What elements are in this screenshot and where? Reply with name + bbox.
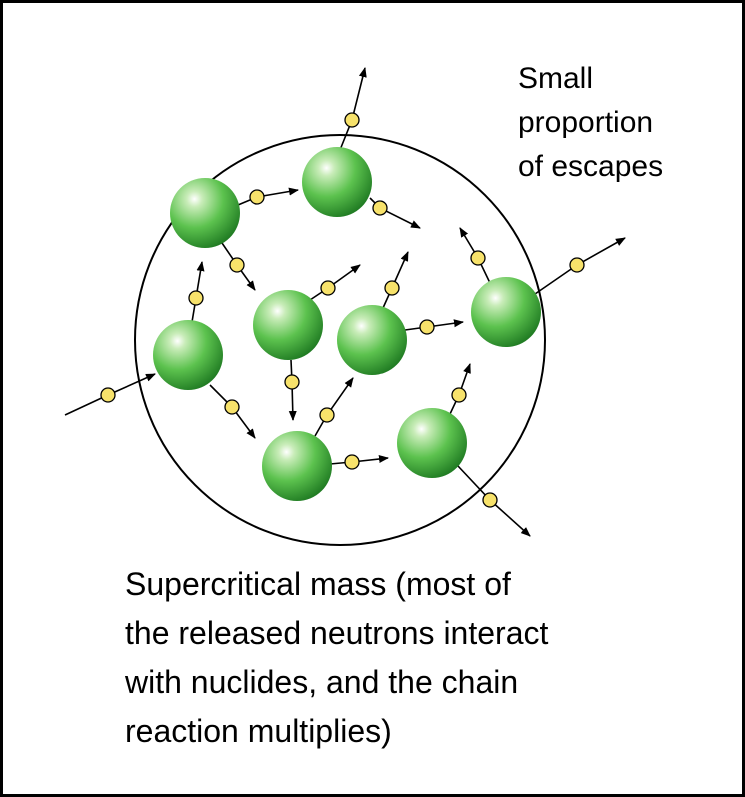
neutron-arrow <box>288 359 297 421</box>
caption-line: reaction multiplies) <box>125 713 392 749</box>
neutron <box>419 319 435 335</box>
neutrons <box>100 112 585 508</box>
neutron <box>344 454 360 470</box>
annotation-line: of escapes <box>518 150 663 183</box>
neutron <box>229 257 245 273</box>
nucleus <box>471 277 541 347</box>
nucleus <box>397 408 467 478</box>
caption-line: the released neutrons interact <box>125 615 548 651</box>
neutron <box>470 250 486 266</box>
nucleus <box>262 431 332 501</box>
nucleus <box>302 147 372 217</box>
nucleus <box>253 290 323 360</box>
neutron <box>188 290 204 306</box>
neutron <box>482 492 498 508</box>
neutron <box>384 280 400 296</box>
annotation-line: Small <box>518 62 593 95</box>
nucleus <box>153 320 223 390</box>
nucleus <box>170 178 240 248</box>
neutron-arrow <box>237 187 299 206</box>
nucleus <box>337 305 407 375</box>
annotation-line: proportion <box>518 106 653 139</box>
nuclei <box>153 147 541 501</box>
neutron <box>344 112 360 128</box>
neutron <box>284 374 300 390</box>
neutron-arrow <box>339 67 367 151</box>
neutron <box>100 387 116 403</box>
neutron <box>224 399 240 415</box>
neutron-arrow <box>314 377 354 437</box>
neutron-arrow <box>382 251 409 309</box>
neutron <box>320 280 336 296</box>
caption-line: with nuclides, and the chain <box>124 664 518 700</box>
neutron <box>372 200 388 216</box>
neutron <box>319 407 335 423</box>
neutron-arrow <box>309 264 361 301</box>
neutron <box>569 257 585 273</box>
caption-line: Supercritical mass (most of <box>125 566 511 602</box>
mass-boundary <box>134 134 546 546</box>
neutron <box>451 387 467 403</box>
neutron <box>249 189 265 205</box>
